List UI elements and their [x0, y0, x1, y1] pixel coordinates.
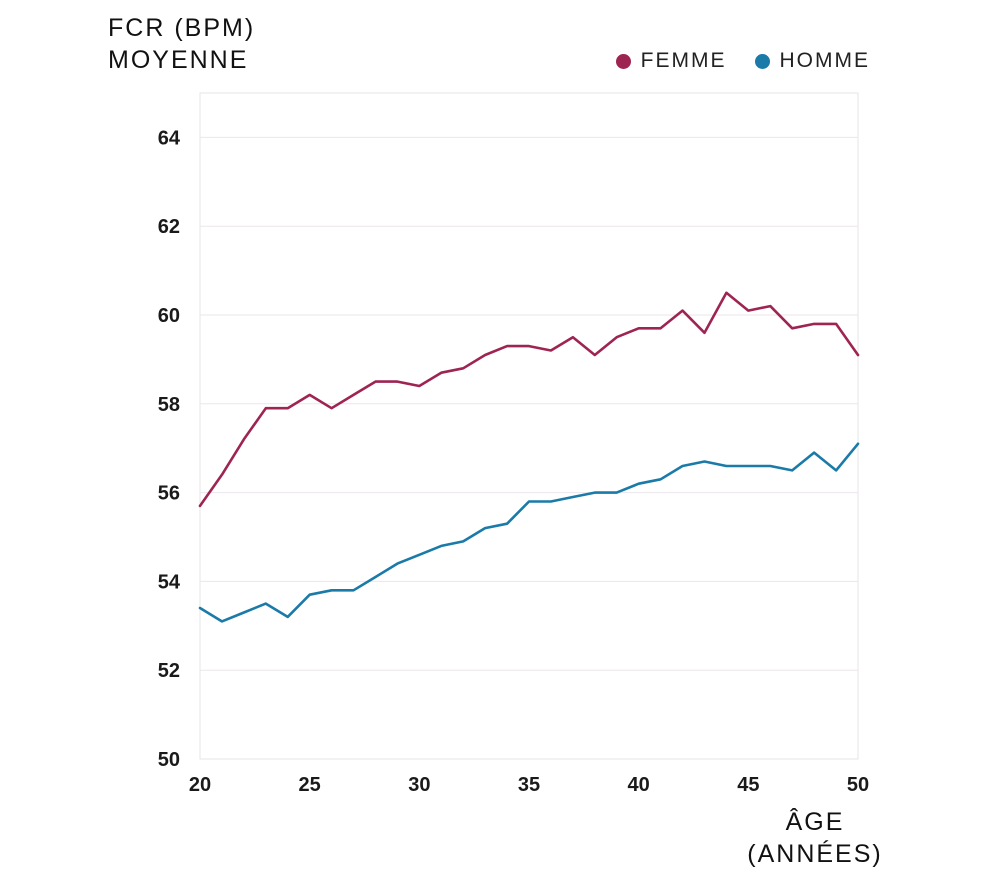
y-tick-label-62: 62	[158, 216, 180, 238]
y-axis-title-line-1: FCR (BPM)	[108, 14, 256, 42]
series-line-homme	[198, 442, 860, 623]
legend-marker-femme	[615, 53, 631, 69]
x-tick-label-25: 25	[299, 774, 321, 796]
legend-marker-homme	[754, 53, 770, 69]
y-tick-label-52: 52	[158, 660, 180, 682]
legend-label-femme: FEMME	[640, 49, 727, 72]
x-axis-title: ÂGE (ANNÉES)	[740, 806, 890, 870]
x-axis-title-line-1: ÂGE	[785, 808, 845, 836]
legend: FEMME HOMME	[588, 49, 870, 73]
x-axis-ticks: 20 25 30 35 40 45 50	[189, 774, 869, 796]
y-axis-title-line-2: MOYENNE	[108, 46, 249, 74]
series-line-femme	[198, 291, 860, 508]
y-tick-label-64: 64	[158, 127, 181, 149]
legend-label-homme: HOMME	[779, 49, 870, 72]
x-tick-label-40: 40	[628, 774, 650, 796]
legend-item-femme[interactable]: FEMME	[615, 49, 727, 73]
legend-item-homme[interactable]: HOMME	[754, 49, 871, 73]
y-tick-label-58: 58	[158, 394, 180, 416]
plot-area	[199, 92, 859, 760]
y-axis-ticks: 50 52 54 56 58 60 62 64	[158, 127, 181, 771]
y-tick-label-56: 56	[158, 483, 180, 505]
x-axis-title-line-2: (ANNÉES)	[747, 840, 883, 868]
y-tick-label-50: 50	[158, 749, 180, 771]
y-axis-title: FCR (BPM) MOYENNE	[108, 12, 255, 76]
y-tick-label-60: 60	[158, 305, 180, 327]
x-tick-label-45: 45	[737, 774, 759, 796]
x-tick-label-35: 35	[518, 774, 540, 796]
x-tick-label-20: 20	[189, 774, 211, 796]
x-tick-label-30: 30	[408, 774, 430, 796]
x-tick-label-50: 50	[847, 774, 869, 796]
gridlines	[200, 136, 858, 671]
series-group	[198, 291, 860, 623]
y-tick-label-54: 54	[158, 571, 181, 593]
